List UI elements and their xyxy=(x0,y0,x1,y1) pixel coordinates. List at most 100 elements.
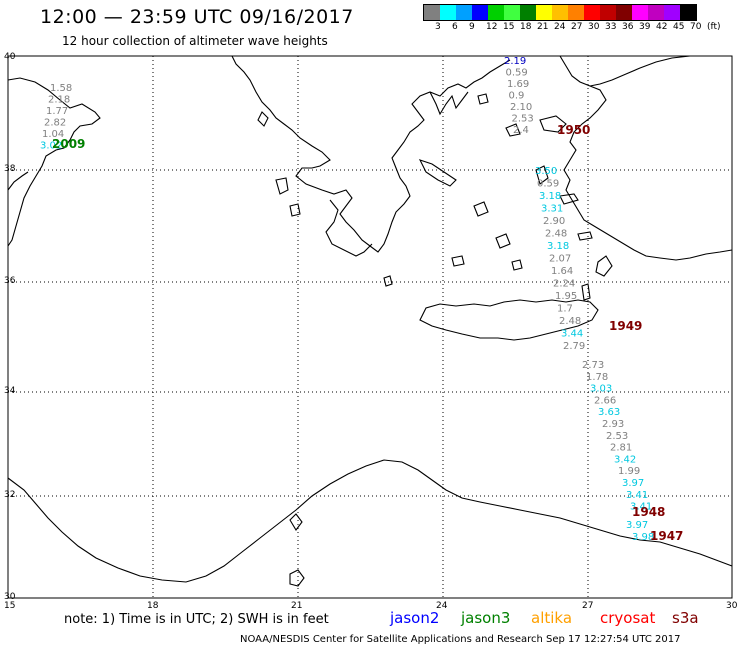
wave-height-value: 0.9 xyxy=(509,91,525,102)
legend-label: 36 xyxy=(622,22,634,32)
wave-height-value: 3.03 xyxy=(590,384,612,395)
wave-height-value: 3.63 xyxy=(598,407,620,418)
legend-label: 70 xyxy=(690,22,702,32)
sat-altika: altika xyxy=(531,609,573,627)
legend-label: 21 xyxy=(537,22,549,32)
legend-label: 33 xyxy=(605,22,617,32)
legend-label: 39 xyxy=(639,22,651,32)
track-time-label: 1949 xyxy=(609,319,642,333)
island-kythira xyxy=(383,275,393,287)
wave-height-tracks: 1.582.181.772.821.043.0220092.190.591.69… xyxy=(40,56,683,543)
legend-label: 15 xyxy=(503,22,515,32)
wave-height-value: 3.41 xyxy=(626,490,648,501)
legend-swatch xyxy=(648,5,664,20)
legend-label: 12 xyxy=(486,22,498,32)
legend-swatch xyxy=(424,5,440,20)
wave-height-value: 1.7 xyxy=(557,304,573,315)
wave-height-value: 2.53 xyxy=(606,431,628,442)
legend-swatch xyxy=(632,5,648,20)
legend-label: 42 xyxy=(656,22,668,32)
legend-swatch xyxy=(680,5,696,20)
wave-height-value: 2.48 xyxy=(545,229,567,240)
coast-peloponnese xyxy=(325,199,373,257)
wave-height-value: 3.18 xyxy=(539,191,561,202)
legend-swatch xyxy=(664,5,680,20)
wave-height-value: 1.64 xyxy=(551,266,573,277)
wave-height-value: 2.24 xyxy=(553,279,575,290)
lon-label-21: 21 xyxy=(291,601,303,611)
sat-jason3: jason3 xyxy=(461,609,511,627)
wave-height-value: 2.10 xyxy=(510,102,532,113)
island-andros xyxy=(473,201,489,217)
legend-swatch xyxy=(600,5,616,20)
wave-height-value: 0.59 xyxy=(506,68,528,79)
wave-height-value: 3.41 xyxy=(630,502,652,513)
lat-label-30: 30 xyxy=(4,592,16,602)
legend-label: 45 xyxy=(673,22,685,32)
legend-swatch xyxy=(504,5,520,20)
track-time-label: 1950 xyxy=(557,123,590,137)
coast-turkey xyxy=(559,55,733,261)
legend-swatch xyxy=(536,5,552,20)
legend-swatch xyxy=(552,5,568,20)
wave-height-value: 3.44 xyxy=(561,329,583,340)
coast-africa xyxy=(7,459,733,583)
wave-height-value: 2.48 xyxy=(559,316,581,327)
wave-height-value: 1.95 xyxy=(555,291,577,302)
legend-swatch xyxy=(520,5,536,20)
lat-label-36: 36 xyxy=(4,276,16,286)
coast-greece-mainland xyxy=(231,55,511,253)
legend-label: 6 xyxy=(452,22,458,32)
sat-cryosat: cryosat xyxy=(600,609,656,627)
island-chios xyxy=(535,165,549,185)
legend-label: 18 xyxy=(520,22,532,32)
lon-label-15: 15 xyxy=(4,601,16,611)
wave-height-value: 0.59 xyxy=(537,179,559,190)
wave-height-value: 2.81 xyxy=(610,443,632,454)
island-small-libya xyxy=(289,569,305,587)
wave-height-value: 1.04 xyxy=(42,129,64,140)
island-santorini xyxy=(511,259,523,271)
sat-s3a: s3a xyxy=(672,609,699,627)
wave-height-value: 2.90 xyxy=(543,216,565,227)
legend-swatch xyxy=(488,5,504,20)
island-kos xyxy=(577,231,593,241)
wave-height-value: 2.93 xyxy=(602,419,624,430)
map-subtitle: 12 hour collection of altimeter wave hei… xyxy=(62,34,328,48)
wave-height-value: 2.4 xyxy=(513,125,529,136)
wave-height-value: 2.79 xyxy=(563,341,585,352)
legend-swatch xyxy=(568,5,584,20)
lat-label-34: 34 xyxy=(4,386,16,396)
legend-swatch xyxy=(584,5,600,20)
lat-label-40: 40 xyxy=(4,52,16,62)
wave-height-value: 1.58 xyxy=(50,83,72,94)
lon-label-18: 18 xyxy=(147,601,159,611)
color-legend-bar xyxy=(423,4,697,21)
coastline xyxy=(7,55,733,587)
legend-label: 9 xyxy=(469,22,475,32)
island-zakynthos xyxy=(289,203,301,217)
wave-height-value: 2.53 xyxy=(512,114,534,125)
coast-italy xyxy=(7,77,101,247)
graticule xyxy=(8,56,732,598)
island-samos xyxy=(559,193,579,205)
legend-swatch xyxy=(472,5,488,20)
lon-label-24: 24 xyxy=(436,601,448,611)
wave-height-value: 2.07 xyxy=(549,254,571,265)
legend-swatch xyxy=(440,5,456,20)
wave-height-value: 2.73 xyxy=(582,360,604,371)
legend-swatch xyxy=(456,5,472,20)
island-lesvos xyxy=(539,115,567,133)
island-thasos xyxy=(477,93,489,105)
map-frame xyxy=(7,55,733,599)
coast-chalkidiki xyxy=(429,91,469,116)
wave-height-value: 2.18 xyxy=(48,95,70,106)
wave-height-value: 3.97 xyxy=(622,478,644,489)
lon-label-27: 27 xyxy=(582,601,594,611)
wave-height-value: 1.99 xyxy=(618,466,640,477)
island-evia xyxy=(418,159,457,187)
sat-jason2: jason2 xyxy=(390,609,440,627)
track-time-label: 2009 xyxy=(52,137,85,151)
wave-height-value: 3.42 xyxy=(614,454,636,465)
